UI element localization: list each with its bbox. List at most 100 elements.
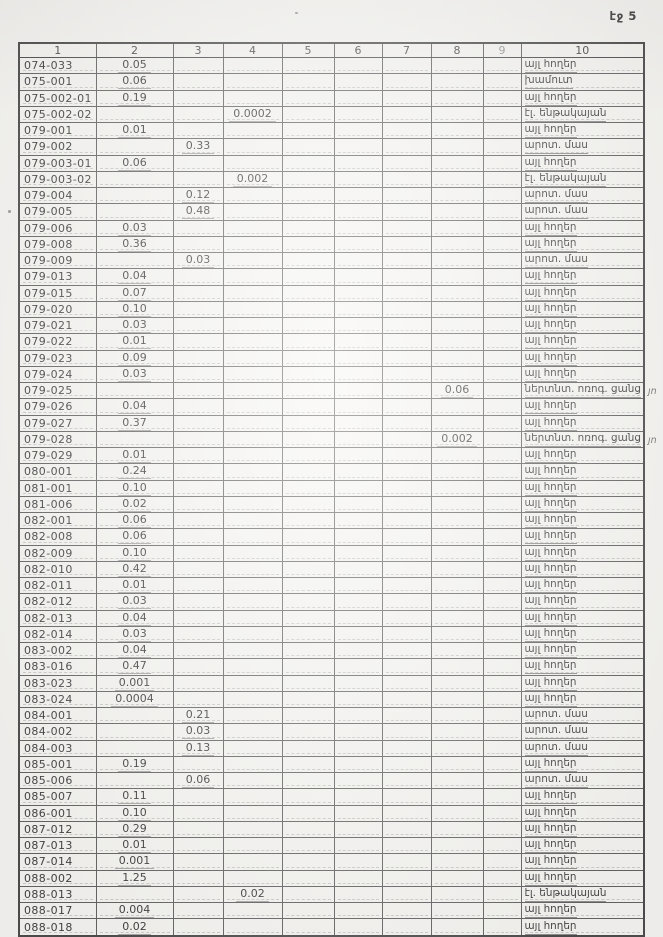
area-value-cell: [482, 219, 522, 237]
parcel-code-cell: 079-023: [18, 349, 97, 367]
area-value-cell: [281, 446, 335, 465]
area-value-cell: [222, 918, 283, 937]
area-value-cell: [222, 479, 283, 497]
area-value-cell: [95, 723, 174, 741]
land-type-cell: արոտ. մաս: [520, 723, 645, 741]
area-value: 0.42: [118, 562, 151, 577]
area-value-cell: [333, 203, 383, 221]
land-type-cell: այլ հողեր: [520, 690, 645, 709]
land-type-cell: արոտ. մաս: [520, 706, 645, 725]
area-value: 0.01: [118, 579, 151, 593]
land-type-cell: այլ հողեր: [520, 316, 645, 335]
area-value-cell: [333, 268, 383, 286]
area-value-cell: [95, 186, 174, 205]
area-value-cell: [333, 869, 383, 887]
area-value-cell: 0.02: [95, 918, 174, 937]
area-value-cell: [172, 73, 224, 91]
area-value: 0.001: [114, 676, 155, 691]
table-body: 074-033 0.05 այլ հողեր 075-001 0.06 խամուտ 075…: [18, 56, 645, 937]
table-row: 075-002-02 0.0002 էլ. ենթակայան: [18, 105, 645, 124]
table-row: 081-006 0.02 այլ հողեր: [18, 495, 645, 514]
area-value: 0.06: [118, 530, 151, 544]
area-value-cell: [430, 121, 484, 140]
land-type-label: այլ հողեր: [524, 497, 577, 512]
area-value: 0.06: [181, 774, 215, 788]
land-type-cell: այլ հողեր: [520, 853, 645, 871]
area-value-cell: 0.002: [430, 430, 484, 449]
land-type-label: այլ հողեր: [524, 400, 577, 414]
area-value-cell: [333, 463, 383, 481]
area-value-cell: [381, 121, 432, 140]
area-value-cell: [95, 138, 174, 156]
land-type-label: այլ հողեր: [524, 871, 577, 886]
area-value: 0.002: [437, 432, 477, 447]
parcel-code-cell: 082-009: [18, 544, 97, 562]
area-value-cell: [482, 544, 522, 562]
area-value-cell: [381, 235, 432, 254]
area-value-cell: [430, 138, 484, 156]
area-value-cell: [222, 463, 283, 481]
area-value-cell: [430, 755, 484, 774]
area-value-cell: [281, 300, 335, 319]
area-value-cell: [333, 723, 383, 741]
column-header-1: 1: [18, 42, 97, 58]
parcel-code-cell: 085-007: [18, 788, 97, 806]
area-value-cell: [281, 333, 335, 351]
parcel-code-cell: 075-002-02: [18, 105, 97, 124]
area-value-cell: [281, 869, 335, 887]
area-value: 0.03: [181, 725, 215, 739]
land-type-label: այլ հողեր: [524, 546, 577, 561]
area-value-cell: [381, 869, 432, 887]
land-type-label: այլ հողեր: [524, 644, 577, 658]
area-value-cell: [281, 576, 335, 595]
area-value: 0.09: [118, 351, 151, 366]
parcel-code-cell: 082-010: [18, 560, 97, 579]
area-value-cell: [333, 300, 383, 319]
table-row: 087-012 0.29 այլ հողեր: [18, 820, 645, 839]
area-value-cell: [381, 495, 432, 514]
area-value-cell: [381, 333, 432, 351]
area-value-cell: [482, 398, 522, 416]
area-value-cell: [430, 918, 484, 937]
area-value-cell: [430, 203, 484, 221]
parcel-code-cell: 087-012: [18, 820, 97, 839]
area-value-cell: [281, 788, 335, 806]
area-value-cell: [430, 495, 484, 514]
land-type-label: այլ հողեր: [524, 416, 577, 431]
area-value-cell: [172, 121, 224, 140]
area-value-cell: 0.19: [95, 89, 174, 107]
area-value-cell: [281, 463, 335, 481]
area-value-cell: 0.0004: [95, 690, 174, 709]
area-value-cell: 0.10: [95, 544, 174, 562]
area-value-cell: [430, 398, 484, 416]
area-value-cell: [381, 918, 432, 937]
parcel-code-cell: 087-014: [18, 853, 97, 871]
land-type-cell: այլ հողեր: [520, 625, 645, 644]
area-value-cell: [333, 186, 383, 205]
land-type-cell: այլ հողեր: [520, 658, 645, 676]
area-value-cell: 0.13: [172, 739, 224, 757]
area-value: 0.04: [118, 270, 151, 284]
area-value: 0.02: [236, 887, 269, 902]
area-value-cell: [482, 333, 522, 351]
area-value-cell: [172, 755, 224, 774]
table-row: 084-001 0.21 արոտ. մաս: [18, 706, 645, 725]
area-value-cell: [430, 479, 484, 497]
area-value-cell: [222, 723, 283, 741]
land-type-cell: այլ հողեր: [520, 89, 645, 107]
parcel-code-cell: 088-017: [18, 901, 97, 920]
table-row: 079-020 0.10 այլ հողեր: [18, 300, 645, 319]
area-value-cell: [281, 268, 335, 286]
area-value-cell: [482, 316, 522, 335]
area-value-cell: [281, 836, 335, 855]
area-value: 0.03: [118, 221, 151, 236]
area-value-cell: [430, 885, 484, 904]
area-value-cell: 0.04: [95, 268, 174, 286]
land-type-label: ներտնտ. ոռոգ. ցանց: [524, 432, 641, 447]
area-value-cell: [333, 219, 383, 237]
area-value-cell: [172, 365, 224, 384]
area-value-cell: [222, 788, 283, 806]
land-type-label: արոտ. մաս: [524, 140, 588, 154]
area-value-cell: 0.01: [95, 836, 174, 855]
land-type-cell: այլ հողեր: [520, 641, 645, 660]
